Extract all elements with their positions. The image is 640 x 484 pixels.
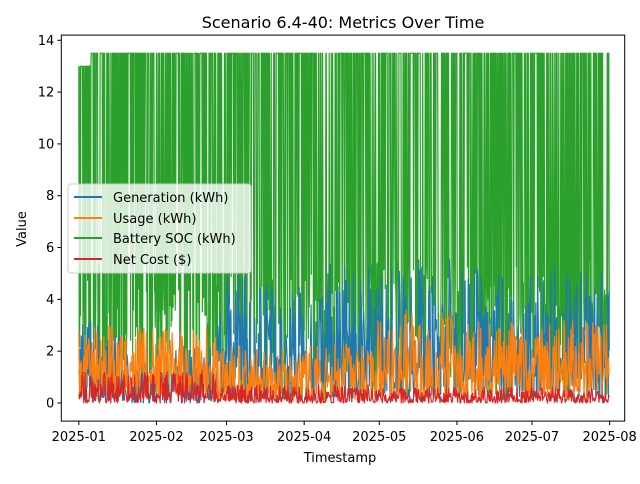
series-line-usage-kwh bbox=[78, 309, 610, 401]
x-tick-label: 2025-06 bbox=[430, 430, 484, 445]
y-axis-label: Value bbox=[15, 211, 30, 247]
y-tick-label: 12 bbox=[38, 86, 55, 101]
y-tick-label: 0 bbox=[46, 396, 54, 411]
legend-label-generation: Generation (kWh) bbox=[113, 191, 228, 206]
legend-label-net-cost: Net Cost ($) bbox=[113, 253, 191, 268]
y-axis: 0 2 4 6 8 10 12 14 bbox=[38, 34, 62, 411]
axes-frame bbox=[60, 34, 626, 422]
y-tick-label: 14 bbox=[38, 34, 55, 49]
legend: Generation (kWh) Usage (kWh) Battery SOC… bbox=[67, 183, 252, 274]
legend-box bbox=[67, 183, 252, 274]
plot-area bbox=[78, 52, 610, 404]
chart-title: Scenario 6.4-40: Metrics Over Time bbox=[202, 13, 485, 32]
x-tick-label: 2025-03 bbox=[199, 430, 253, 445]
y-tick-label: 8 bbox=[46, 189, 54, 204]
x-axis-label: Timestamp bbox=[303, 451, 377, 466]
y-tick-label: 4 bbox=[46, 293, 54, 308]
legend-label-usage: Usage (kWh) bbox=[113, 212, 196, 227]
x-tick-label: 2025-01 bbox=[52, 430, 106, 445]
x-tick-label: 2025-05 bbox=[352, 430, 406, 445]
y-tick-label: 6 bbox=[46, 241, 54, 256]
x-tick-label: 2025-07 bbox=[505, 430, 559, 445]
y-tick-label: 10 bbox=[38, 137, 55, 152]
x-tick-label: 2025-08 bbox=[583, 430, 637, 445]
legend-label-battery-soc: Battery SOC (kWh) bbox=[113, 232, 236, 247]
x-axis: 2025-01 2025-02 2025-03 2025-04 2025-05 2025-… bbox=[52, 421, 637, 445]
x-tick-label: 2025-02 bbox=[129, 430, 183, 445]
series-line-net-cost bbox=[78, 371, 610, 404]
y-tick-label: 2 bbox=[46, 345, 54, 360]
x-tick-label: 2025-04 bbox=[277, 430, 331, 445]
series-line-battery-soc-kwh bbox=[78, 52, 610, 401]
